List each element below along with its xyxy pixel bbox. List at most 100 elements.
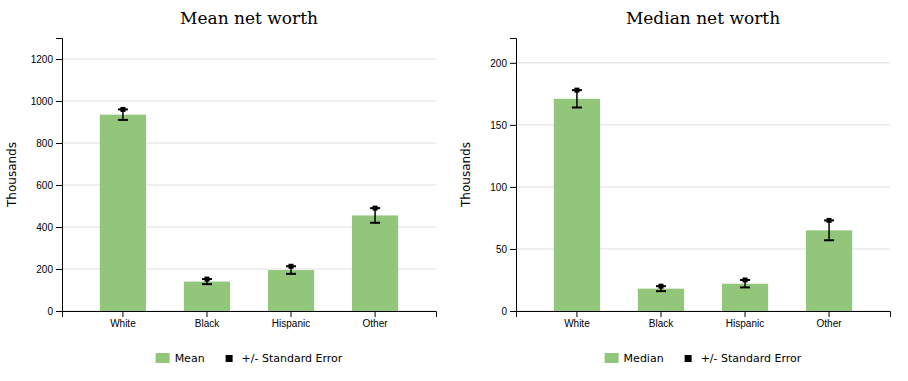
tick-mark: [56, 143, 62, 144]
tick-label: 400: [36, 222, 53, 233]
tick: White: [564, 311, 590, 329]
tick: 150: [490, 120, 516, 131]
grid: [62, 59, 436, 311]
grid-line: [62, 101, 436, 102]
tick-label: 600: [36, 180, 53, 191]
legend-label: Median: [624, 352, 664, 365]
tick-label: 200: [36, 264, 53, 275]
legend-swatch: [156, 353, 170, 363]
error-bar: [202, 277, 212, 285]
tick-label: Hispanic: [272, 318, 310, 329]
error-marker: [120, 107, 125, 112]
error-marker: [827, 218, 832, 223]
error-bars: [118, 107, 380, 284]
legend-item: +/- Standard Error: [226, 352, 343, 365]
tick-mark: [510, 63, 516, 64]
bar: [100, 115, 146, 311]
grid: [516, 63, 890, 311]
axis-line: [63, 312, 437, 318]
legend-swatch: [685, 355, 692, 362]
axis-label: Thousands: [459, 142, 473, 208]
error-cap: [572, 106, 582, 108]
error-cap: [286, 273, 296, 275]
tick: Black: [649, 311, 674, 329]
tick-mark: [56, 59, 62, 60]
error-bar: [824, 218, 834, 240]
tick-label: Black: [195, 318, 220, 329]
axis-line: [56, 39, 63, 312]
tick-mark: [206, 311, 207, 317]
tick-label: 0: [47, 306, 53, 317]
tick-label: 150: [490, 120, 507, 131]
tick-mark: [510, 187, 516, 188]
error-cap: [118, 119, 128, 121]
grid-line: [516, 62, 890, 63]
legend-item: +/- Standard Error: [685, 352, 802, 365]
tick: 50: [496, 244, 516, 255]
axis-line: [510, 39, 517, 312]
error-cap: [370, 222, 380, 224]
bar: [806, 230, 852, 311]
error-marker: [204, 277, 209, 282]
tick-label: 1000: [31, 96, 54, 107]
error-bar: [286, 264, 296, 274]
tick: White: [110, 311, 136, 329]
bars: [554, 99, 852, 311]
error-marker: [574, 88, 579, 93]
error-cap: [824, 239, 834, 241]
tick: 0: [47, 306, 62, 317]
tick: 1200: [31, 54, 62, 65]
y-axis: 0 200 400 600 800 1000 1200: [31, 39, 63, 317]
tick: 400: [36, 222, 62, 233]
tick: 1000: [31, 96, 62, 107]
tick-mark: [829, 311, 830, 317]
legend-swatch: [605, 353, 619, 363]
error-bar: [118, 107, 128, 120]
tick: 200: [36, 264, 62, 275]
tick-mark: [56, 101, 62, 102]
tick-label: 100: [490, 182, 507, 193]
error-bar: [370, 206, 380, 223]
error-cap: [740, 286, 750, 288]
tick-label: 800: [36, 138, 53, 149]
legend-item: Median: [605, 352, 664, 365]
error-bar: [656, 284, 666, 291]
error-bar: [572, 88, 582, 108]
tick: 600: [36, 180, 62, 191]
bar: [722, 284, 768, 311]
tick: Other: [817, 311, 843, 329]
axis-line: [517, 312, 891, 318]
bar: [184, 282, 230, 311]
tick: 100: [490, 182, 516, 193]
tick-mark: [576, 311, 577, 317]
error-bars: [572, 88, 834, 292]
error-marker: [373, 206, 378, 211]
error-cap: [656, 290, 666, 292]
error-bar: [740, 277, 750, 287]
bar: [554, 99, 600, 311]
plot-area: 0 50 100 150 200 White Black Hispanic Other: [490, 39, 890, 330]
title: Mean net worth: [180, 8, 318, 28]
tick-label: Other: [817, 318, 843, 329]
tick: 800: [36, 138, 62, 149]
tick: Hispanic: [272, 311, 310, 329]
tick-label: Hispanic: [726, 318, 764, 329]
tick-label: Other: [363, 318, 389, 329]
tick-label: 0: [501, 306, 507, 317]
bar: [352, 215, 398, 311]
tick: 200: [490, 58, 516, 69]
tick: 0: [501, 306, 516, 317]
bar: [268, 270, 314, 311]
tick-label: White: [110, 318, 136, 329]
grid-line: [62, 59, 436, 60]
legend: Mean+/- Standard Error: [156, 352, 343, 365]
axis-label: Thousands: [5, 142, 19, 208]
tick-mark: [122, 311, 123, 317]
bar: [638, 289, 684, 311]
x-axis: White Black Hispanic Other: [517, 311, 891, 329]
legend-label: +/- Standard Error: [242, 352, 343, 365]
error-marker: [658, 284, 663, 289]
bars: [100, 115, 398, 311]
error-line: [828, 220, 830, 240]
figure: 020040060080010001200WhiteBlackHispanicO…: [0, 0, 908, 381]
